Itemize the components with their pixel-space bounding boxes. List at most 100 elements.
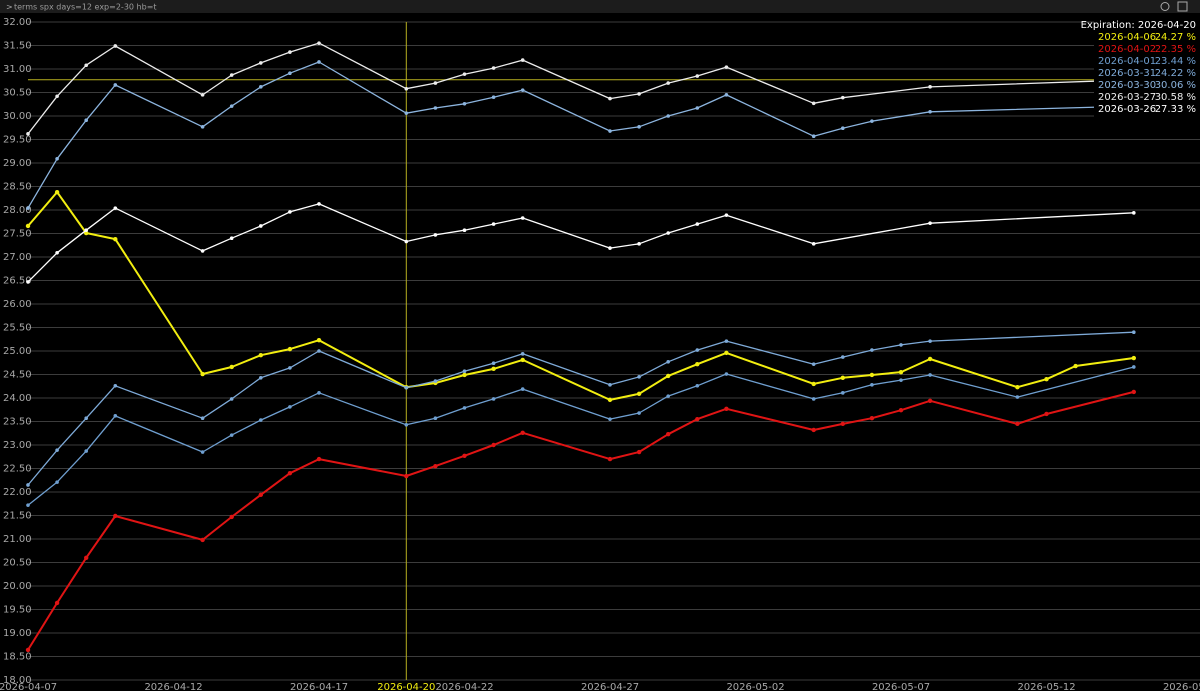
data-point xyxy=(259,224,263,228)
y-tick-label: 21.50 xyxy=(3,511,32,522)
data-point xyxy=(724,372,729,376)
data-point xyxy=(404,86,409,91)
data-point xyxy=(55,448,59,452)
data-point xyxy=(1132,211,1136,215)
y-tick-label: 28.00 xyxy=(3,205,32,216)
data-point xyxy=(724,350,729,356)
y-tick-label: 31.50 xyxy=(3,41,32,52)
y-tick-label: 20.00 xyxy=(3,581,32,592)
y-tick-label: 21.00 xyxy=(3,534,32,545)
legend-entry: 2026-03-27 xyxy=(1098,92,1156,103)
y-tick-label: 22.00 xyxy=(3,487,32,498)
data-point xyxy=(433,81,438,85)
data-point xyxy=(520,352,525,356)
data-point xyxy=(229,514,234,520)
data-point xyxy=(1015,395,1020,399)
y-tick-label: 18.50 xyxy=(3,652,32,663)
data-point xyxy=(317,60,321,64)
y-tick-label: 31.00 xyxy=(3,64,32,75)
series-line xyxy=(27,191,1134,401)
y-tick-label: 32.00 xyxy=(3,17,32,28)
data-point xyxy=(55,94,59,99)
data-point xyxy=(200,537,205,543)
data-point xyxy=(811,101,816,106)
data-point xyxy=(666,431,671,437)
data-point xyxy=(898,408,904,413)
data-point xyxy=(404,473,409,479)
data-point xyxy=(899,378,903,382)
data-point xyxy=(811,134,816,139)
data-point xyxy=(200,93,205,97)
data-point xyxy=(491,95,496,99)
data-point xyxy=(404,422,409,427)
data-point xyxy=(491,222,496,226)
series-line xyxy=(27,203,1134,283)
data-point xyxy=(54,189,60,195)
data-point xyxy=(317,349,321,353)
legend-value: 30.58 % xyxy=(1155,92,1196,103)
data-point xyxy=(200,450,205,454)
data-point xyxy=(666,373,671,379)
data-point xyxy=(229,73,234,77)
data-point xyxy=(287,346,293,352)
data-point xyxy=(288,210,292,214)
data-point xyxy=(1015,384,1020,390)
data-point xyxy=(811,381,816,387)
data-point xyxy=(113,44,118,48)
marker-label-bg xyxy=(378,681,435,691)
data-point xyxy=(462,72,467,76)
data-point xyxy=(666,360,670,364)
data-point xyxy=(520,58,525,62)
plot-area: 18.00 18.50 19.00 19.50 20.00 20.50 21.00 21.50… xyxy=(0,17,1200,691)
data-point xyxy=(229,433,234,437)
data-point xyxy=(666,394,670,398)
marker-label: 2026-04-20 xyxy=(377,682,435,691)
data-point xyxy=(636,449,642,455)
window-icon[interactable] xyxy=(1177,1,1188,12)
y-tick-label: 25.00 xyxy=(3,346,32,357)
data-point xyxy=(869,416,875,421)
data-point xyxy=(520,430,525,435)
data-point xyxy=(259,418,263,422)
data-point xyxy=(928,373,932,377)
y-tick-label: 30.50 xyxy=(3,88,32,99)
data-point xyxy=(870,119,874,123)
data-point xyxy=(724,65,729,69)
data-point xyxy=(928,85,932,89)
data-point xyxy=(200,249,205,253)
data-point xyxy=(462,101,467,106)
y-tick-label: 29.50 xyxy=(3,135,32,146)
data-point xyxy=(113,236,118,242)
data-point xyxy=(841,126,845,131)
series-line xyxy=(27,61,1134,209)
data-point xyxy=(84,416,88,421)
data-point xyxy=(520,88,525,92)
legend-entry: 2026-04-02 xyxy=(1098,44,1156,55)
data-point xyxy=(55,156,59,161)
data-point xyxy=(811,427,816,433)
data-point xyxy=(520,216,525,220)
legend-value: 24.22 % xyxy=(1155,68,1196,79)
data-point xyxy=(870,383,874,387)
settings-icon[interactable] xyxy=(1160,2,1170,11)
data-point xyxy=(637,375,641,379)
y-tick-label: 19.50 xyxy=(3,605,32,616)
data-point xyxy=(84,230,89,236)
x-tick-label: 2026-04-17 xyxy=(290,682,348,691)
data-point xyxy=(666,231,670,235)
data-point xyxy=(288,405,292,409)
data-point xyxy=(607,456,613,462)
series-line xyxy=(27,366,1134,506)
data-point xyxy=(870,348,874,352)
y-tick-label: 18.00 xyxy=(3,675,32,686)
data-point xyxy=(316,456,322,462)
data-point xyxy=(433,463,438,469)
data-point xyxy=(695,361,700,367)
y-tick-label: 30.00 xyxy=(3,111,32,122)
y-tick-label: 20.50 xyxy=(3,558,32,569)
data-point xyxy=(928,109,932,114)
data-point xyxy=(811,397,816,401)
data-point xyxy=(404,111,409,115)
y-tick-label: 23.50 xyxy=(3,417,32,428)
